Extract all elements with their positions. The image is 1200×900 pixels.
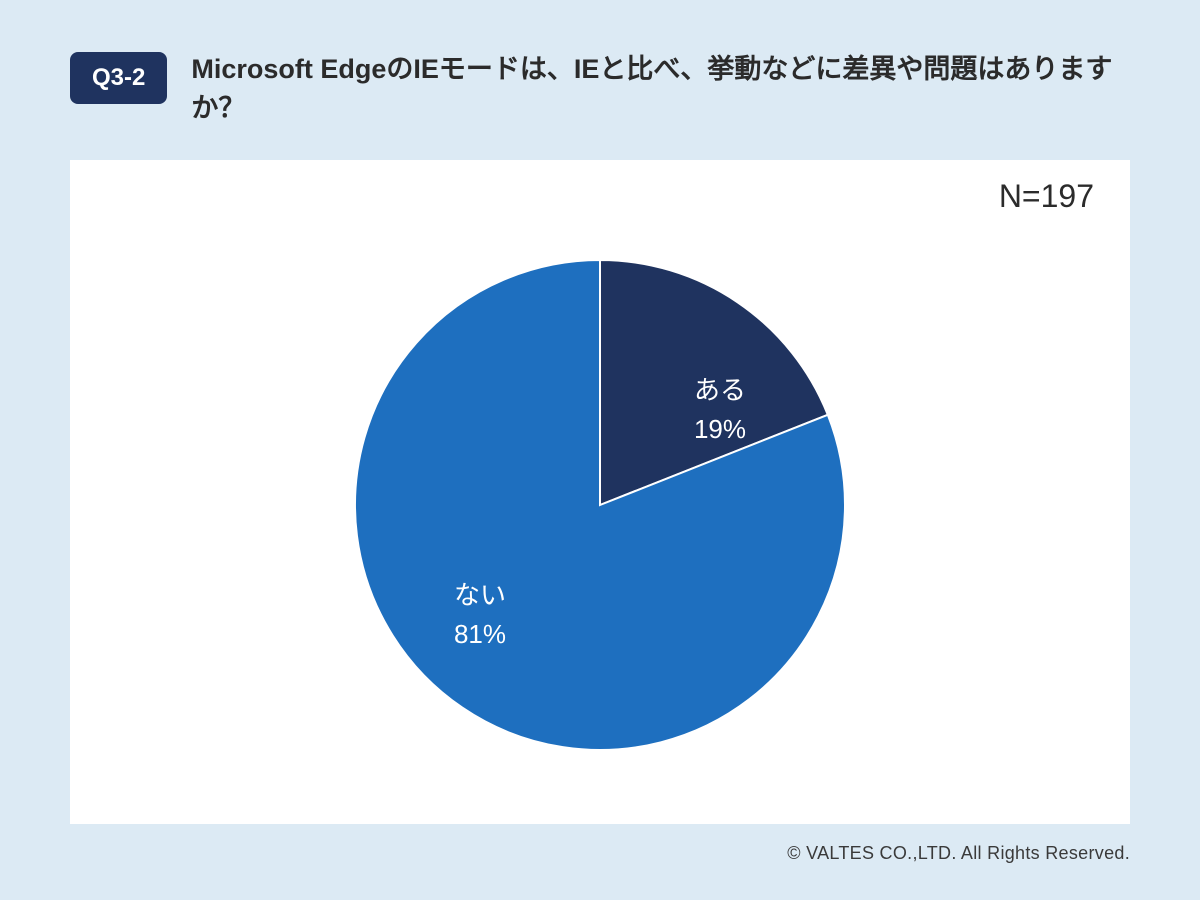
survey-card: Q3-2 Microsoft EdgeのIEモードは、IEと比べ、挙動などに差異… xyxy=(40,30,1160,870)
pie-slice-label-0: ある19% xyxy=(694,371,746,449)
chart-panel: N=197 ある19% ない81% xyxy=(70,160,1130,824)
question-text: Microsoft EdgeのIEモードは、IEと比べ、挙動などに差異や問題はあ… xyxy=(191,50,1130,128)
pie-labels: ある19% ない81% xyxy=(353,258,847,752)
pie-chart: ある19% ない81% xyxy=(353,258,847,752)
question-badge: Q3-2 xyxy=(70,52,167,104)
pie-slice-label-1: ない81% xyxy=(454,576,506,654)
header: Q3-2 Microsoft EdgeのIEモードは、IEと比べ、挙動などに差異… xyxy=(40,30,1160,146)
copyright: © VALTES CO.,LTD. All Rights Reserved. xyxy=(787,843,1130,864)
sample-size-label: N=197 xyxy=(999,178,1094,215)
